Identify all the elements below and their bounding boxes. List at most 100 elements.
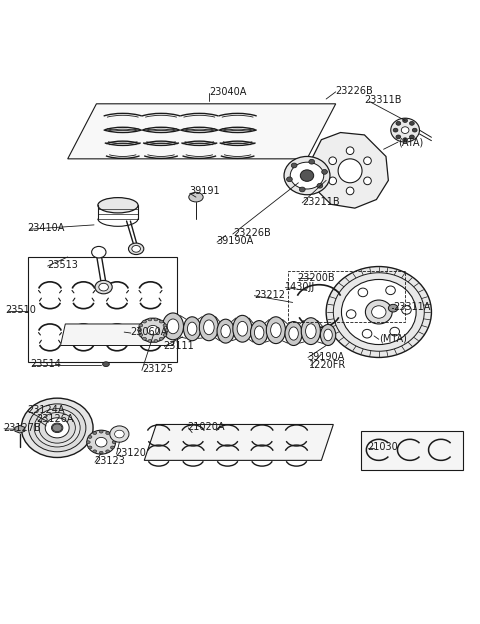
- Ellipse shape: [365, 300, 392, 324]
- Ellipse shape: [93, 450, 96, 453]
- Ellipse shape: [138, 329, 142, 331]
- Ellipse shape: [132, 245, 141, 252]
- Text: (MTA): (MTA): [379, 333, 407, 343]
- Ellipse shape: [92, 246, 106, 258]
- Polygon shape: [60, 324, 178, 346]
- Ellipse shape: [300, 187, 305, 192]
- Ellipse shape: [115, 430, 124, 438]
- Text: 23226B: 23226B: [233, 228, 271, 238]
- Ellipse shape: [306, 324, 316, 338]
- Ellipse shape: [287, 177, 292, 182]
- Text: 39191: 39191: [190, 187, 220, 197]
- Ellipse shape: [98, 198, 138, 213]
- Ellipse shape: [388, 305, 398, 312]
- Ellipse shape: [291, 163, 297, 168]
- Ellipse shape: [364, 177, 372, 185]
- Ellipse shape: [372, 306, 386, 318]
- Ellipse shape: [110, 426, 129, 442]
- Ellipse shape: [51, 423, 63, 432]
- Ellipse shape: [346, 147, 354, 155]
- Ellipse shape: [96, 437, 107, 447]
- Ellipse shape: [341, 280, 416, 344]
- Text: 23226B: 23226B: [336, 86, 373, 96]
- Ellipse shape: [139, 333, 143, 336]
- Ellipse shape: [364, 157, 372, 165]
- Ellipse shape: [290, 162, 324, 189]
- Ellipse shape: [86, 441, 90, 444]
- Ellipse shape: [254, 326, 264, 339]
- Ellipse shape: [300, 170, 314, 182]
- Text: 23410A: 23410A: [27, 223, 64, 233]
- Polygon shape: [360, 431, 463, 470]
- Ellipse shape: [148, 339, 152, 343]
- Ellipse shape: [402, 306, 411, 314]
- Ellipse shape: [199, 314, 218, 341]
- Text: (ATA): (ATA): [398, 137, 423, 147]
- Ellipse shape: [391, 118, 420, 142]
- Text: 23510: 23510: [5, 305, 36, 314]
- Text: 23126A: 23126A: [36, 414, 74, 424]
- Ellipse shape: [99, 451, 103, 454]
- Ellipse shape: [139, 324, 143, 327]
- Ellipse shape: [28, 404, 86, 452]
- Bar: [28, 257, 177, 363]
- Ellipse shape: [106, 432, 109, 434]
- Ellipse shape: [99, 430, 103, 433]
- Ellipse shape: [88, 446, 92, 449]
- Polygon shape: [312, 132, 388, 208]
- Ellipse shape: [34, 409, 80, 447]
- Ellipse shape: [204, 320, 214, 334]
- Text: 21030: 21030: [367, 442, 397, 452]
- Ellipse shape: [87, 430, 116, 454]
- Ellipse shape: [164, 329, 168, 331]
- Ellipse shape: [396, 135, 401, 139]
- Ellipse shape: [403, 119, 408, 122]
- Ellipse shape: [271, 323, 281, 338]
- Ellipse shape: [52, 424, 62, 432]
- Bar: [288, 271, 405, 321]
- Ellipse shape: [143, 338, 146, 340]
- Ellipse shape: [103, 362, 109, 366]
- Ellipse shape: [251, 321, 268, 344]
- Ellipse shape: [326, 266, 432, 358]
- Ellipse shape: [147, 325, 158, 335]
- Ellipse shape: [143, 320, 146, 323]
- Ellipse shape: [139, 318, 167, 342]
- Ellipse shape: [163, 333, 167, 336]
- Ellipse shape: [110, 446, 114, 449]
- Text: 23311A: 23311A: [393, 302, 431, 312]
- Ellipse shape: [285, 321, 302, 346]
- Ellipse shape: [163, 324, 167, 327]
- Ellipse shape: [393, 128, 398, 132]
- Ellipse shape: [159, 320, 163, 323]
- Text: 39190A: 39190A: [307, 351, 344, 361]
- Ellipse shape: [187, 322, 197, 335]
- Ellipse shape: [403, 138, 408, 142]
- Text: 23311B: 23311B: [364, 95, 402, 105]
- Ellipse shape: [401, 127, 409, 134]
- Text: 1430JJ: 1430JJ: [285, 281, 315, 291]
- Ellipse shape: [362, 329, 372, 338]
- Text: 23060A: 23060A: [130, 327, 168, 337]
- Ellipse shape: [396, 122, 401, 125]
- Text: 23211B: 23211B: [302, 197, 340, 207]
- Ellipse shape: [39, 412, 75, 443]
- Ellipse shape: [346, 187, 354, 195]
- Text: 23111: 23111: [163, 341, 194, 351]
- Text: 23125: 23125: [142, 364, 173, 374]
- Ellipse shape: [301, 318, 321, 344]
- Ellipse shape: [183, 317, 201, 341]
- Ellipse shape: [123, 325, 144, 341]
- Ellipse shape: [159, 338, 163, 340]
- Ellipse shape: [266, 317, 286, 344]
- Polygon shape: [68, 104, 336, 159]
- Text: 1220FR: 1220FR: [310, 359, 347, 369]
- Ellipse shape: [112, 441, 116, 444]
- Ellipse shape: [329, 177, 336, 185]
- Ellipse shape: [409, 122, 414, 125]
- Ellipse shape: [409, 135, 414, 139]
- Ellipse shape: [217, 319, 234, 343]
- Ellipse shape: [162, 313, 183, 339]
- Text: 23123: 23123: [94, 456, 125, 466]
- Ellipse shape: [233, 315, 252, 342]
